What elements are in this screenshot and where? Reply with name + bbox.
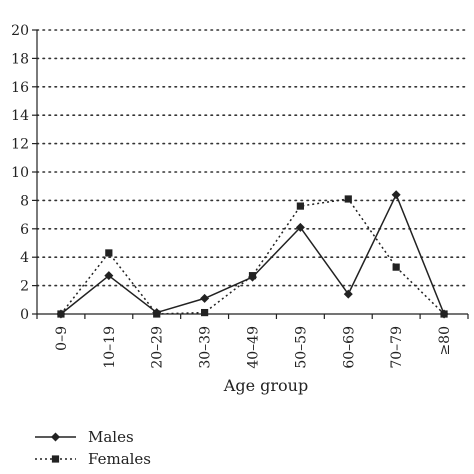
y-tick-label: 2 <box>20 279 29 295</box>
x-tick-label: 0–9 <box>54 326 70 351</box>
data-point-marker <box>200 293 210 303</box>
data-point-marker <box>392 263 400 271</box>
data-point-marker <box>391 190 401 200</box>
series-line <box>60 198 445 315</box>
y-tick-label: 14 <box>11 108 29 124</box>
data-point-marker <box>296 202 304 210</box>
x-tick-label: 40–49 <box>246 326 262 369</box>
series-males <box>56 190 449 319</box>
legend-label: Females <box>88 450 151 468</box>
data-point-marker <box>201 308 209 317</box>
x-tick-label: 50–59 <box>293 326 309 369</box>
legend-item-males: Males <box>35 428 134 446</box>
y-tick-label: 10 <box>11 165 29 181</box>
x-tick-label: 60–69 <box>341 326 357 369</box>
x-tick-label: 70–79 <box>389 326 405 369</box>
y-tick-label: 18 <box>11 51 29 67</box>
series-line <box>60 193 445 315</box>
x-tick-label: ≥80 <box>437 326 453 356</box>
data-point-marker <box>57 310 65 318</box>
y-tick-labels: 0 2 4 6 8 10 12 14 16 18 20 <box>11 23 29 323</box>
axes <box>32 29 469 319</box>
data-point-marker <box>153 310 161 318</box>
data-point-marker <box>51 455 60 463</box>
y-tick-label: 20 <box>11 23 29 39</box>
x-tick-label: 10–19 <box>102 326 118 369</box>
legend-label: Males <box>88 428 134 446</box>
series <box>56 190 449 319</box>
legend: Males Females <box>35 428 151 468</box>
x-axis-title: Age group <box>223 376 308 395</box>
data-point-marker <box>343 289 353 299</box>
y-tick-label: 0 <box>20 307 29 323</box>
data-point-marker <box>440 310 448 318</box>
gridlines <box>36 29 469 287</box>
legend-item-females: Females <box>35 450 151 468</box>
data-point-marker <box>248 272 257 280</box>
y-tick-label: 16 <box>11 80 29 96</box>
data-point-marker <box>105 249 113 257</box>
data-point-marker <box>295 222 305 232</box>
series-females <box>57 195 448 318</box>
x-tick-labels: 0–9 10–19 20–29 30–39 40–49 50–59 60–69 70–79 ≥8… <box>54 326 453 369</box>
y-tick-label: 6 <box>20 222 29 238</box>
x-tick-label: 30–39 <box>198 326 214 369</box>
data-point-marker <box>51 432 60 442</box>
x-tick-label: 20–29 <box>150 326 166 369</box>
y-tick-label: 4 <box>20 250 29 266</box>
data-point-marker <box>104 271 114 281</box>
y-tick-label: 12 <box>11 137 29 153</box>
data-point-marker <box>344 195 352 203</box>
y-tick-label: 8 <box>20 193 29 209</box>
